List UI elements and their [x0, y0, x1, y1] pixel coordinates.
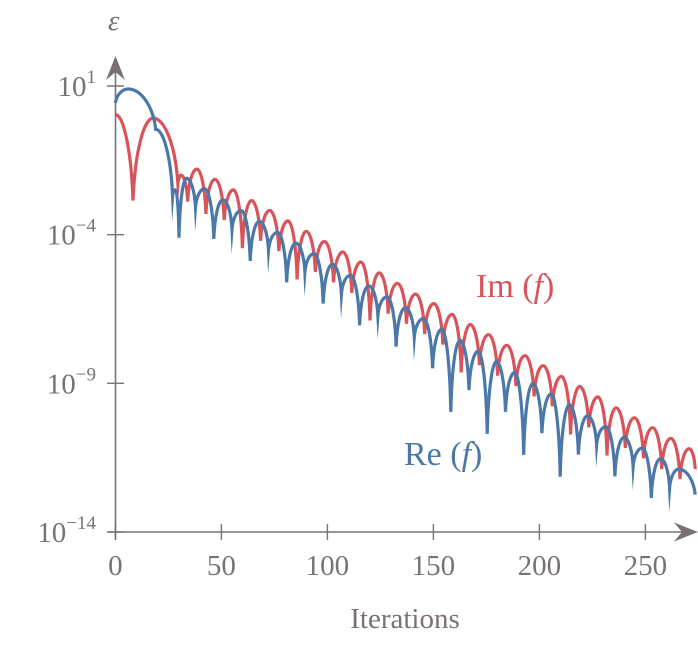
- ticks: 0 50 100 150 200 250 101 10−4 10−9 10−14: [37, 67, 667, 582]
- x-tick-label: 200: [518, 550, 562, 582]
- y-tick-label: 10−14: [37, 513, 96, 549]
- series-label-im: Im (f): [476, 268, 554, 305]
- series-label-re: Re (f): [404, 436, 482, 473]
- y-axis-title: ε: [108, 5, 120, 37]
- axes: ε Iterations: [106, 5, 698, 635]
- x-tick-label: 250: [624, 550, 668, 582]
- y-axis-arrow-icon: [106, 56, 125, 80]
- y-tick-label: 10−9: [47, 364, 96, 400]
- x-tick-label: 50: [207, 550, 236, 582]
- x-axis-arrow-icon: [674, 522, 698, 542]
- series-line-re: [113, 87, 697, 513]
- x-tick-label: 150: [412, 550, 456, 582]
- series-labels: Im (f) Re (f): [404, 268, 554, 473]
- x-axis-title: Iterations: [350, 603, 460, 635]
- y-tick-label: 101: [58, 67, 97, 103]
- series-group: [113, 87, 697, 513]
- x-tick-label: 0: [108, 550, 123, 582]
- series-line-im: [114, 112, 697, 480]
- y-tick-label: 10−4: [47, 216, 97, 252]
- x-tick-label: 100: [306, 550, 350, 582]
